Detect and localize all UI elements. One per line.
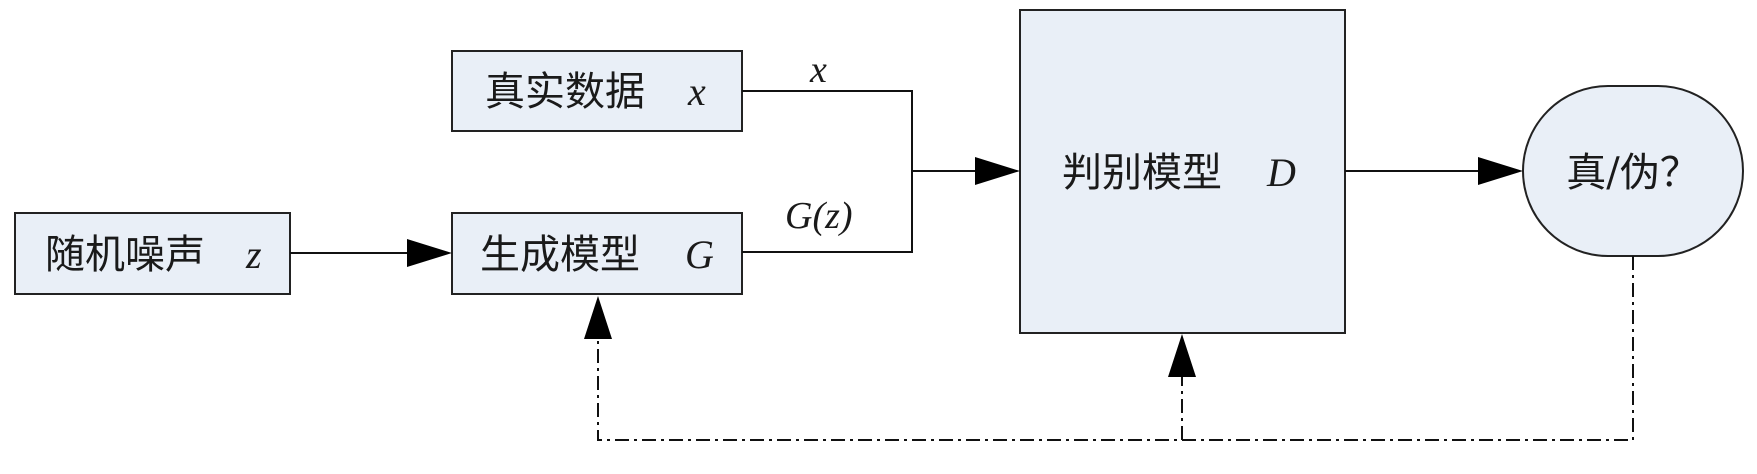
discriminator-label: 判别模型: [1062, 150, 1222, 196]
feedback-arrow-to-generator: [584, 296, 612, 339]
arrow-to-output: [1478, 157, 1523, 185]
arrow-to-discriminator: [975, 157, 1020, 185]
output-label: 真/伪？: [1566, 150, 1699, 196]
feedback-loop: [584, 256, 1634, 441]
generator-var: G: [685, 232, 714, 277]
generator-label: 生成模型: [480, 232, 640, 278]
feedback-arrow-to-discriminator: [1168, 334, 1196, 377]
edge-label-x: x: [809, 49, 827, 91]
discriminator-to-output-connector: [1345, 157, 1523, 185]
real-data-node: 真实数据 x: [451, 50, 743, 132]
real-data-label: 真实数据: [485, 69, 645, 115]
discriminator-node: 判别模型 D: [1019, 9, 1346, 334]
output-node: 真/伪？: [1522, 85, 1744, 257]
random-noise-var: z: [245, 232, 262, 277]
noise-to-generator-connector: [290, 239, 452, 267]
edge-label-gz: G(z): [785, 195, 853, 237]
random-noise-node: 随机噪声 z: [14, 212, 291, 295]
merge-connector: [742, 90, 1020, 253]
random-noise-label: 随机噪声: [45, 232, 205, 278]
generator-node: 生成模型 G: [451, 212, 743, 295]
real-data-var: x: [687, 69, 706, 114]
arrow-to-generator: [407, 239, 452, 267]
discriminator-var: D: [1266, 150, 1296, 195]
